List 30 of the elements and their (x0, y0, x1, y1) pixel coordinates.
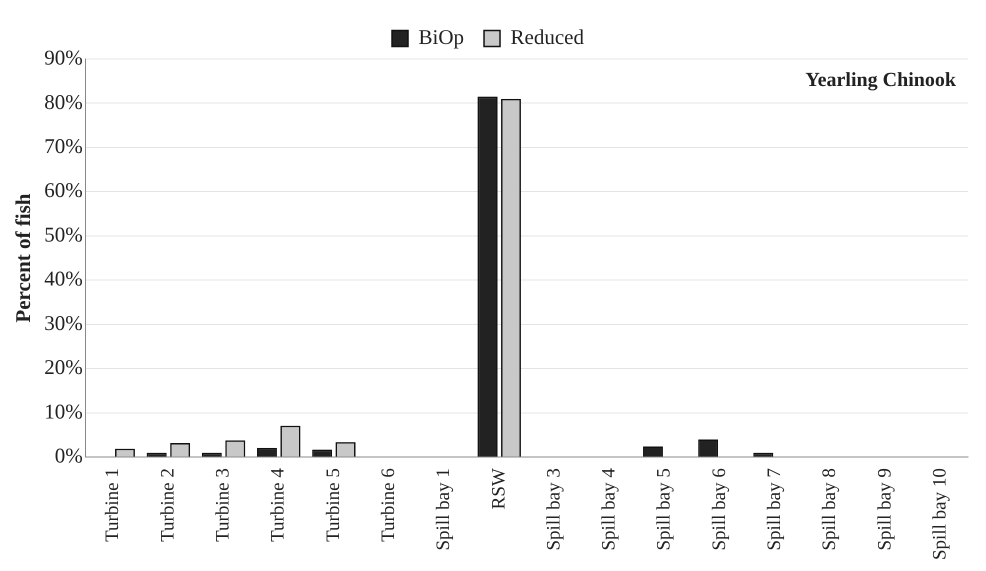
x-tick-label: Turbine 3 (212, 468, 234, 542)
y-tick-label: 60% (44, 178, 83, 202)
y-tick-label: 40% (44, 266, 83, 291)
y-tick-label: 70% (44, 134, 83, 158)
y-tick-label: 30% (44, 310, 83, 335)
x-tick-label: Spill bay 8 (819, 468, 840, 551)
x-tick-label: Spill bay 5 (654, 468, 675, 551)
y-tick-label: 90% (44, 46, 83, 70)
x-tick-label: Turbine 5 (322, 468, 344, 542)
x-tick-label: Spill bay 4 (598, 468, 620, 551)
y-tick-label: 0% (54, 444, 83, 468)
x-tick-label: Turbine 4 (268, 468, 289, 542)
x-tick-label: Turbine 6 (378, 468, 399, 542)
y-axis-title: Percent of fish (11, 193, 36, 323)
x-tick-label: Spill bay 6 (708, 468, 730, 551)
x-tick-label: Spill bay 7 (764, 468, 785, 551)
legend-label: BiOp (418, 25, 464, 50)
y-tick-label: 50% (44, 222, 83, 246)
legend-label: Reduced (510, 25, 584, 50)
x-tick-label: Spill bay 3 (543, 468, 564, 551)
x-tick-label: Spill bay 1 (433, 468, 454, 551)
x-tick-label: Spill bay 9 (874, 468, 896, 551)
y-tick-label: 80% (44, 90, 83, 114)
annotation: Yearling Chinook (805, 69, 957, 92)
y-tick-label: 10% (44, 399, 83, 424)
y-tick-label: 20% (44, 355, 83, 380)
x-tick-label: RSW (488, 468, 510, 510)
x-tick-label: Turbine 2 (157, 468, 178, 542)
x-tick-label: Turbine 1 (102, 468, 124, 542)
x-tick-label: Spill bay 10 (929, 468, 950, 560)
